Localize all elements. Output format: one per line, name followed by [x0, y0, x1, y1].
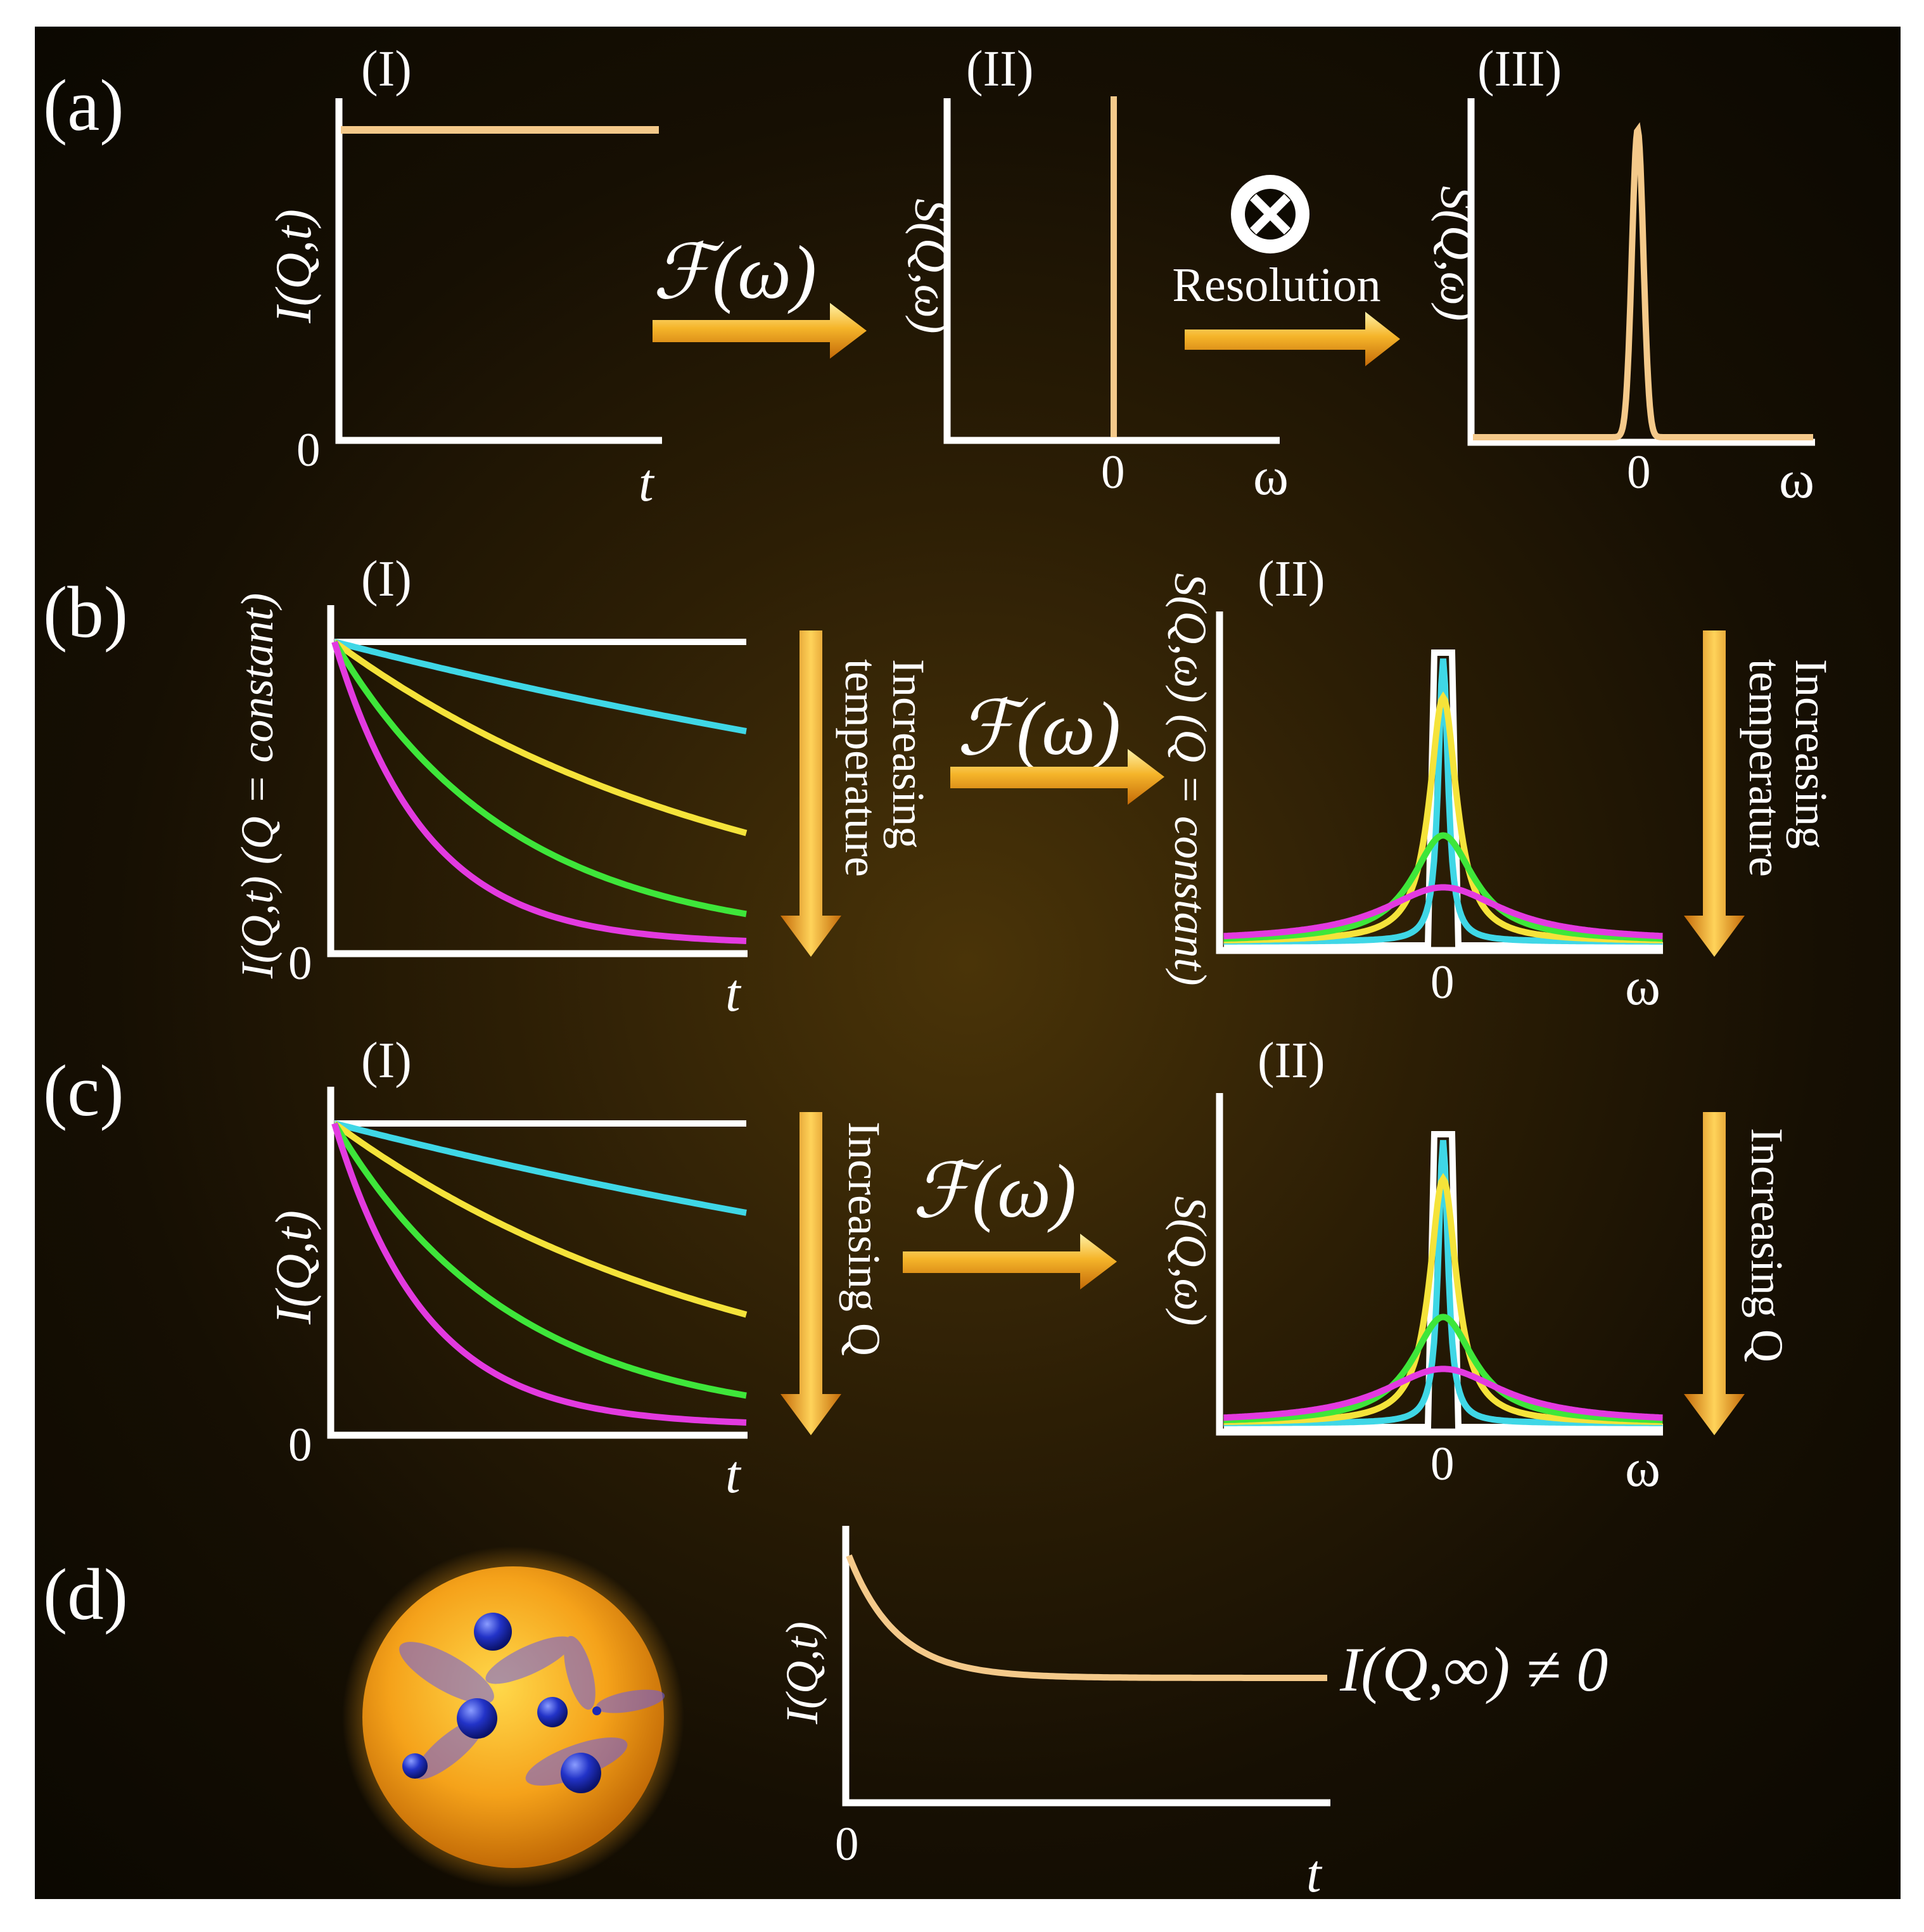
transform-arrow-b — [950, 749, 1164, 805]
axes-c-ii — [1216, 1093, 1663, 1436]
ylabel-b-i: I(Q,t) (Q = constant) — [232, 593, 283, 979]
trend-label-b-i-line2: temperature — [836, 659, 886, 877]
xlabel-d: t — [1306, 1844, 1323, 1903]
ylabel-a-i: I(Q,t) — [266, 209, 322, 324]
ylabel-b-ii: S(Q,ω) (Q = constant) — [1165, 573, 1216, 985]
xlabel-a-ii: ω — [1253, 447, 1289, 506]
subpanel-c-ii-label: (II) — [1258, 1033, 1325, 1089]
transform-label-b: ℱ(ω) — [957, 686, 1121, 771]
xlabel-b-i: t — [725, 963, 742, 1023]
subpanel-c-i-label: (I) — [361, 1033, 412, 1089]
trend-arrow-c-ii — [1684, 1112, 1745, 1435]
row-c: (I) I(Q,t) 0 t Increasing Q ℱ(ω) (II) S(… — [266, 1033, 1792, 1504]
lorentzian-curves-b-ii — [1223, 649, 1663, 949]
axes-b-i — [327, 605, 748, 957]
subpanel-a-ii-label: (II) — [966, 41, 1034, 97]
panel-label-b: (b) — [43, 572, 128, 653]
lorentzian-c-magenta — [1223, 1366, 1663, 1421]
decay-curve-c-green — [331, 1122, 747, 1399]
zero-c-i: 0 — [288, 1419, 312, 1471]
plateau-label: I(Q,∞) ≠ 0 — [1339, 1634, 1608, 1705]
plateau-curve-d — [846, 1554, 1327, 1681]
decay-curve-c-yellow — [333, 1120, 748, 1318]
lorentzian-b-magenta — [1223, 884, 1663, 940]
lorentzian-c-yellow — [1223, 1173, 1663, 1425]
zero-c-ii: 0 — [1430, 1438, 1455, 1490]
figure-background — [35, 27, 1901, 1899]
row-d: I(Q,t) 0 t I(Q,∞) ≠ 0 — [342, 1526, 1608, 1903]
subpanel-b-i-label: (I) — [361, 551, 412, 607]
decay-curve-c-cyan — [333, 1120, 747, 1216]
axes-c-i — [327, 1087, 748, 1439]
decay-curves-c-i — [331, 1120, 748, 1426]
zero-a-i: 0 — [296, 424, 321, 477]
transform-label-a: ℱ(ω) — [653, 230, 817, 314]
ylabel-a-iii: S(Q,ω) — [1430, 186, 1483, 321]
axes-a-ii — [943, 98, 1280, 444]
trend-label-c-i: Increasing Q — [839, 1122, 889, 1356]
transform-arrow-c — [903, 1234, 1117, 1289]
trend-arrow-c-i — [780, 1112, 841, 1435]
axes-d — [842, 1526, 1330, 1807]
lorentzian-curves-c-ii — [1223, 1131, 1663, 1430]
xlabel-a-i: t — [639, 453, 655, 513]
confined-sphere-illustration — [342, 1546, 684, 1888]
panel-label-a: (a) — [43, 65, 124, 146]
xlabel-c-ii: ω — [1625, 1438, 1660, 1498]
trend-label-b-ii-line2: temperature — [1740, 659, 1790, 877]
trend-arrow-b-ii — [1684, 630, 1745, 957]
zero-a-ii: 0 — [1101, 446, 1125, 499]
zero-d: 0 — [835, 1818, 859, 1871]
lorentzian-b-white — [1224, 649, 1663, 949]
xlabel-c-i: t — [725, 1445, 742, 1504]
xlabel-a-iii: ω — [1779, 450, 1814, 509]
trend-arrow-b-i — [780, 630, 841, 957]
decay-curve-b-magenta — [331, 641, 747, 944]
panel-label-c: (c) — [43, 1051, 124, 1131]
ylabel-d: I(Q,t) — [777, 1622, 827, 1725]
ylabel-a-ii: S(Q,ω) — [905, 198, 957, 333]
subpanel-a-i-label: (I) — [361, 41, 412, 97]
decay-curve-b-green — [331, 640, 747, 918]
subpanel-b-ii-label: (II) — [1258, 551, 1325, 607]
row-a: (I) I(Q,t) 0 t ℱ(ω) (II) S(Q,ω) 0 ω Reso… — [266, 41, 1815, 513]
transform-arrow-a — [653, 303, 867, 359]
trend-label-c-ii: Increasing Q — [1742, 1128, 1792, 1362]
zero-b-i: 0 — [288, 937, 312, 990]
zero-a-iii: 0 — [1627, 446, 1651, 499]
axes-a-iii — [1467, 98, 1815, 446]
lorentzian-c-white — [1224, 1131, 1663, 1430]
ylabel-c-ii: S(Q,ω) — [1165, 1196, 1216, 1326]
resolution-label: Resolution — [1172, 259, 1380, 312]
transform-label-c: ℱ(ω) — [912, 1149, 1076, 1233]
lorentzian-b-yellow — [1223, 691, 1663, 944]
lorentzian-c-green — [1223, 1314, 1663, 1424]
resolved-peak-a-iii — [1473, 122, 1813, 440]
row-b: (I) I(Q,t) (Q = constant) 0 t Increasing… — [232, 551, 1837, 1023]
resolution-arrow — [1185, 312, 1400, 366]
axes-b-ii — [1216, 611, 1663, 954]
decay-curve-c-magenta — [331, 1122, 747, 1426]
resolution-symbol — [1231, 175, 1309, 253]
decay-curve-b-cyan — [333, 639, 747, 734]
lorentzian-b-green — [1223, 832, 1663, 942]
trend-label-b-i-line1: Increasing — [883, 659, 934, 849]
trend-label-b-ii-line1: Increasing — [1786, 659, 1837, 849]
zero-b-ii: 0 — [1430, 956, 1455, 1009]
decay-curves-b-i — [331, 639, 748, 944]
axes-a-i — [335, 98, 662, 444]
ylabel-c-i: I(Q,t) — [266, 1210, 322, 1325]
subpanel-a-iii-label: (III) — [1477, 41, 1562, 97]
decay-curve-b-yellow — [333, 639, 748, 836]
xlabel-b-ii: ω — [1625, 957, 1660, 1016]
panel-label-d: (d) — [43, 1554, 128, 1635]
